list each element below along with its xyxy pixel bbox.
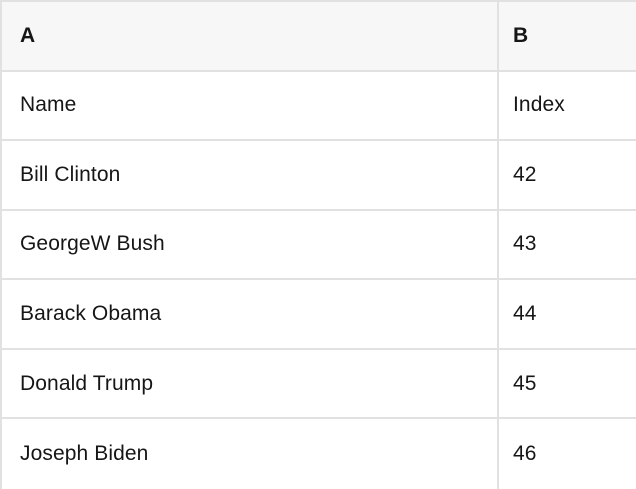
table-row: Joseph Biden 46 bbox=[2, 419, 636, 489]
column-header-b[interactable]: B bbox=[513, 23, 529, 47]
table-cell-index[interactable]: 42 bbox=[513, 162, 537, 186]
table-cell-name[interactable]: Barack Obama bbox=[2, 280, 499, 348]
table-cell-name[interactable]: GeorgeW Bush bbox=[2, 210, 499, 279]
table-cell-index[interactable]: 43 bbox=[513, 232, 537, 256]
table-row: Donald Trump 45 bbox=[2, 349, 636, 420]
column-header-a[interactable]: A bbox=[2, 2, 499, 70]
table-row: Name Index bbox=[2, 71, 636, 142]
table-cell-index[interactable]: 45 bbox=[513, 371, 537, 395]
table-cell-name[interactable]: Joseph Biden bbox=[2, 419, 499, 489]
table-row: Bill Clinton 42 bbox=[2, 141, 636, 211]
table-cell-name[interactable]: Bill Clinton bbox=[2, 141, 499, 209]
column-header-row: A B bbox=[2, 2, 636, 72]
table-cell-index[interactable]: Index bbox=[513, 93, 565, 117]
table-cell-index[interactable]: 44 bbox=[513, 302, 537, 326]
table-cell-name[interactable]: Donald Trump bbox=[2, 349, 499, 418]
table-row: Barack Obama 44 bbox=[2, 280, 636, 350]
table-row: GeorgeW Bush 43 bbox=[2, 210, 636, 281]
table-cell-name[interactable]: Name bbox=[2, 71, 499, 140]
table-cell-index[interactable]: 46 bbox=[513, 442, 537, 466]
